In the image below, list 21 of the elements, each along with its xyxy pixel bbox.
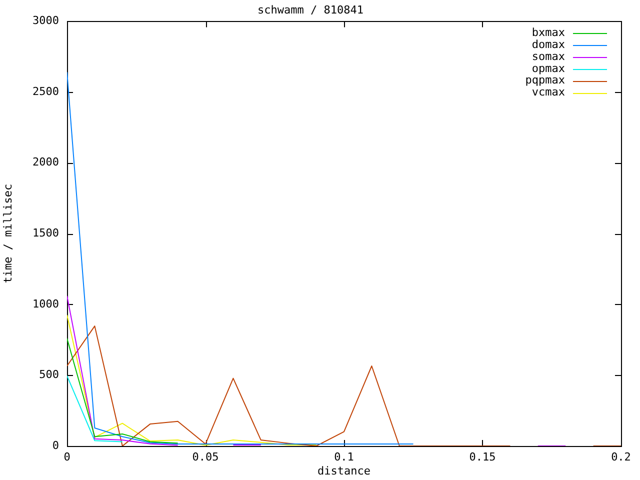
x-tick-label: 0.1 [334, 450, 354, 464]
y-axis-title: time / millisec [1, 184, 14, 284]
y-tick-label: 1500 [32, 226, 59, 240]
legend-label: somax [532, 50, 566, 63]
x-tick-label: 0 [64, 450, 70, 464]
y-tick-label: 3000 [32, 14, 59, 28]
legend-label: pqpmax [525, 74, 566, 87]
x-tick-label: 0.05 [192, 450, 219, 464]
x-tick-label: 0.2 [611, 450, 631, 464]
x-tick-label: 0.15 [469, 450, 496, 464]
y-tick-label: 0 [52, 438, 59, 452]
y-tick-label: 1000 [32, 297, 59, 310]
y-tick-label: 2500 [32, 84, 59, 98]
legend-label: vcmax [532, 86, 566, 99]
legend-label: opmax [532, 62, 566, 75]
y-tick-label: 2000 [32, 156, 59, 169]
legend-label: domax [532, 38, 566, 51]
chart-title: schwamm / 810841 [258, 3, 364, 16]
x-axis-title: distance [318, 464, 370, 478]
legend-label: bxmax [532, 26, 566, 40]
y-tick-label: 500 [39, 368, 59, 382]
